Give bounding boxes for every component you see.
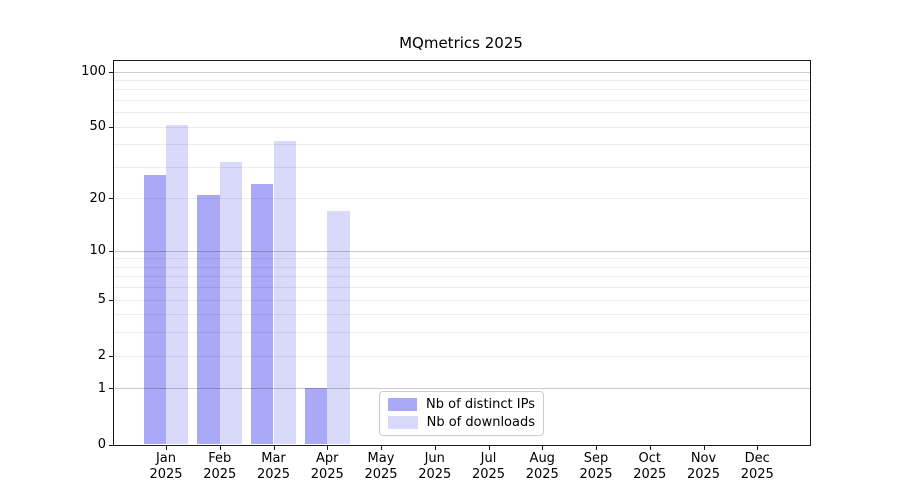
x-tick-mark [219,445,221,450]
gridline-major [113,71,810,73]
x-tick-label: Mar 2025 [256,450,291,482]
x-tick-mark [434,445,436,450]
x-tick-label: Oct 2025 [633,450,667,482]
x-tick-label: Aug 2025 [525,450,559,482]
y-tick-label: 2 [97,348,106,364]
x-tick-label: Sep 2025 [579,450,613,482]
gridline-minor [113,266,810,268]
y-tick-mark [109,71,113,73]
gridline-minor [113,332,810,334]
x-tick-label: Dec 2025 [740,450,774,482]
gridline-minor [113,166,810,168]
gridline-major [113,388,810,390]
y-tick-label: 100 [81,64,106,79]
chart-title: MQmetrics 2025 [399,34,523,52]
gridline-minor [113,287,810,289]
gridline-minor [113,99,810,101]
x-tick-label: Jan 2025 [149,450,183,482]
bar-feb-series1 [219,161,243,445]
x-tick-label: Jun 2025 [418,450,452,482]
bar-feb-series0 [197,194,220,445]
y-tick-label: 0 [97,437,106,452]
y-tick-mark [109,444,113,446]
x-tick-label: May 2025 [364,450,398,482]
x-tick-label: Jul 2025 [471,450,506,482]
gridline-minor [113,112,810,114]
x-tick-label: Nov 2025 [686,450,721,482]
legend-item-distinct-ips: Nb of distinct IPs [388,397,535,412]
bar-jan-series1 [166,125,189,445]
bar-apr-series1 [327,210,350,445]
gridline-minor [113,276,810,278]
y-tick-mark [109,250,113,252]
x-tick-mark [166,445,167,450]
legend-item-downloads: Nb of downloads [388,415,535,430]
legend-label-downloads: Nb of downloads [426,414,535,430]
y-tick-label: 20 [89,190,106,206]
y-tick-mark [109,299,113,301]
x-tick-mark [273,445,275,450]
bar-apr-series0 [304,388,328,445]
x-tick-mark [542,445,544,450]
x-tick-mark [488,445,490,450]
y-tick-mark [109,126,113,128]
x-tick-mark [649,445,651,450]
y-tick-mark [109,355,113,357]
x-tick-mark [757,445,759,450]
gridline-minor [113,144,810,146]
gridline-minor [113,89,810,91]
y-tick-mark [109,198,113,200]
gridline-major [113,250,810,252]
y-tick-label: 1 [97,380,106,396]
y-tick-mark [109,388,113,390]
gridline-minor [113,198,810,200]
bar-mar-series1 [273,140,296,445]
x-tick-mark [327,445,329,450]
legend-swatch-distinct-ips [388,398,418,412]
x-tick-label: Feb 2025 [203,450,237,482]
legend: Nb of distinct IPs Nb of downloads [379,391,544,436]
legend-swatch-downloads [388,415,418,429]
bar-mar-series0 [251,184,274,445]
y-tick-label: 50 [89,119,106,135]
gridline-minor [113,258,810,260]
gridline-minor [113,126,810,128]
x-tick-mark [381,445,382,450]
y-tick-label: 5 [97,292,106,308]
legend-label-distinct-ips: Nb of distinct IPs [426,397,535,413]
gridline-minor [113,299,810,301]
x-tick-label: Apr 2025 [310,450,344,482]
x-tick-mark [703,445,705,450]
gridline-minor [113,314,810,316]
gridline-minor [113,355,810,357]
gridline-minor [113,79,810,81]
y-tick-label: 10 [89,243,106,259]
x-tick-mark [596,445,597,450]
bar-jan-series0 [143,175,166,445]
